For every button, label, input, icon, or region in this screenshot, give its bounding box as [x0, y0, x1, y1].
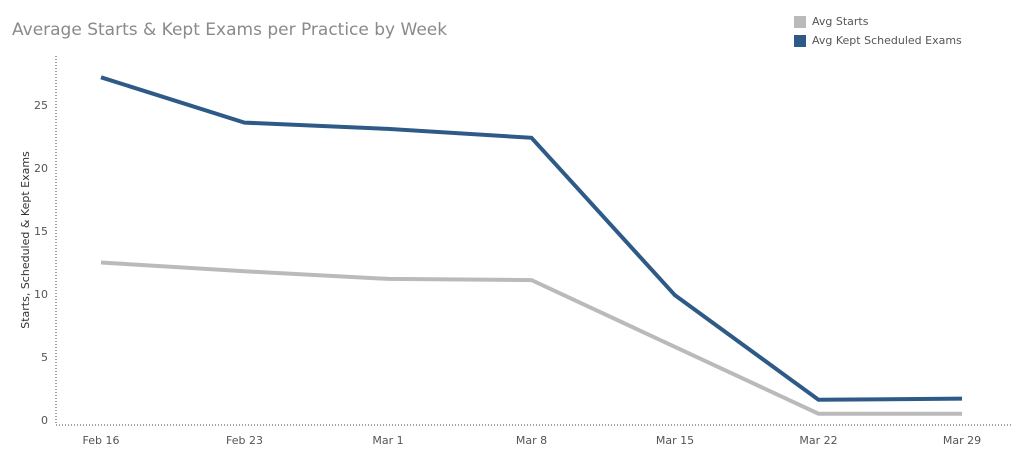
legend-item-avg-starts[interactable]: Avg Starts — [794, 12, 962, 31]
x-tick-label: Mar 15 — [656, 434, 694, 447]
x-tick-label: Feb 16 — [83, 434, 120, 447]
y-tick-label: 10 — [34, 288, 48, 301]
y-tick-label: 15 — [34, 225, 48, 238]
y-axis-label: Starts, Scheduled & Kept Exams — [19, 151, 32, 329]
series-lines — [100, 75, 963, 416]
x-tick-label: Mar 1 — [372, 434, 403, 447]
chart-title: Average Starts & Kept Exams per Practice… — [12, 20, 448, 40]
x-tick-label: Mar 29 — [943, 434, 981, 447]
x-tick-label: Feb 23 — [226, 434, 263, 447]
legend-label-avg-starts: Avg Starts — [812, 15, 869, 28]
y-tick-label: 25 — [34, 99, 48, 112]
legend-swatch-avg-starts — [794, 15, 806, 28]
y-tick-label: 0 — [41, 414, 48, 427]
legend-swatch-avg-kept-exams — [794, 34, 806, 47]
x-tick-label: Mar 8 — [516, 434, 547, 447]
series-line-avg-kept-exams — [100, 75, 963, 402]
axes: 0 5 10 15 20 25 Feb 16 Feb 23 Mar 1 Mar 8 Mar 15 Ma… — [34, 56, 1012, 447]
x-tick-label: Mar 22 — [799, 434, 837, 447]
y-tick-label: 20 — [34, 162, 48, 175]
y-tick-label: 5 — [41, 351, 48, 364]
legend-item-avg-kept-exams[interactable]: Avg Kept Scheduled Exams — [794, 31, 962, 50]
legend: Avg Starts Avg Kept Scheduled Exams — [794, 12, 962, 50]
series-line-avg-starts — [100, 260, 962, 416]
legend-label-avg-kept-exams: Avg Kept Scheduled Exams — [812, 34, 962, 47]
